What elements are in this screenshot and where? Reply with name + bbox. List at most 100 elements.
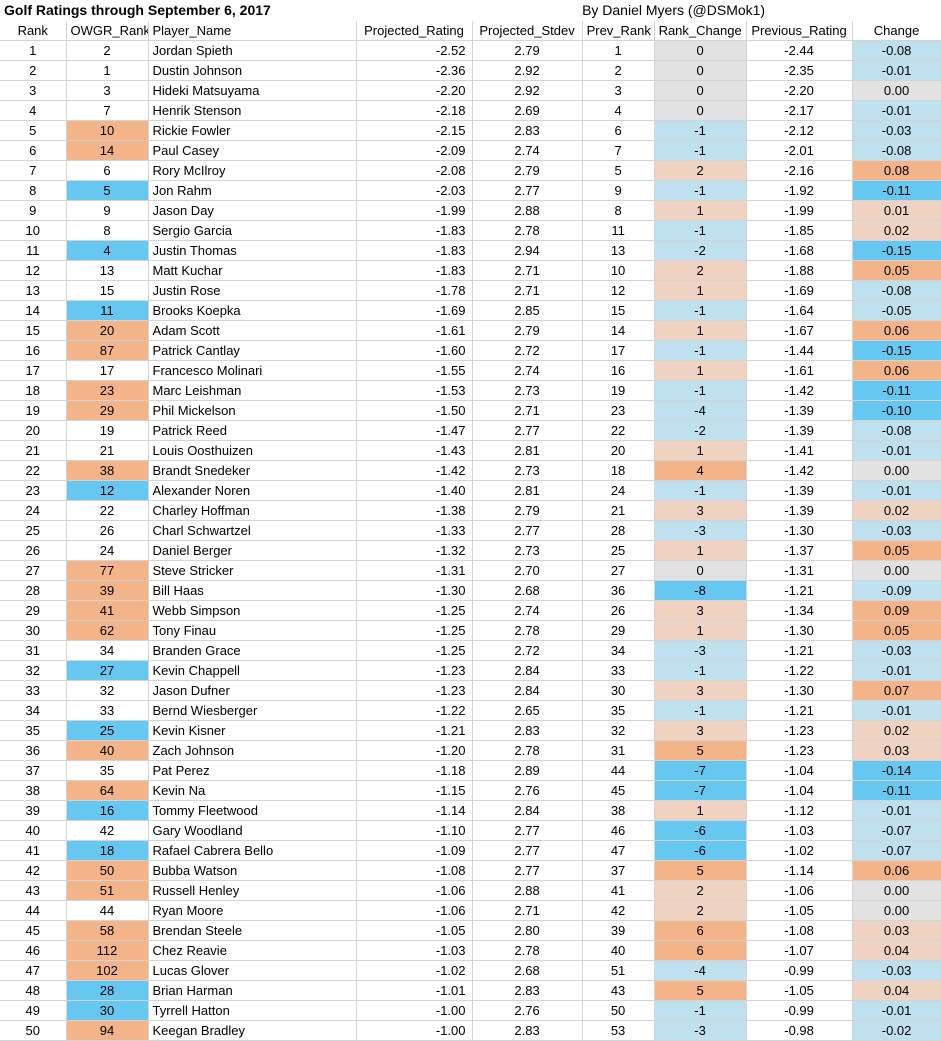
cell-rank[interactable]: 43 [0,880,67,901]
cell-rank[interactable]: 44 [0,900,67,921]
cell-rank[interactable]: 47 [0,960,67,981]
cell-change[interactable]: -0.15 [852,240,941,261]
cell-change[interactable]: 0.00 [852,880,941,901]
cell-change[interactable]: 0.03 [852,740,941,761]
cell-rank[interactable]: 1 [0,40,67,61]
cell-player-name[interactable]: Marc Leishman [148,380,357,401]
cell-projected-rating[interactable]: -1.60 [356,340,473,361]
cell-change[interactable]: 0.05 [852,260,941,281]
cell-projected-stdev[interactable]: 2.89 [472,760,583,781]
cell-previous-rating[interactable]: -1.12 [746,800,853,821]
cell-previous-rating[interactable]: -1.39 [746,400,853,421]
cell-rank-change[interactable]: 3 [654,720,747,741]
cell-change[interactable]: -0.11 [852,780,941,801]
cell-owgr-rank[interactable]: 24 [66,540,149,561]
cell-previous-rating[interactable]: -1.08 [746,920,853,941]
cell-prev-rank[interactable]: 24 [582,480,655,501]
cell-rank-change[interactable]: -7 [654,760,747,781]
cell-rank-change[interactable]: 1 [654,320,747,341]
cell-projected-stdev[interactable]: 2.92 [472,80,583,101]
cell-prev-rank[interactable]: 31 [582,740,655,761]
cell-rank-change[interactable]: 0 [654,80,747,101]
cell-projected-rating[interactable]: -1.33 [356,520,473,541]
cell-owgr-rank[interactable]: 112 [66,940,149,961]
cell-prev-rank[interactable]: 35 [582,700,655,721]
cell-player-name[interactable]: Dustin Johnson [148,60,357,81]
cell-player-name[interactable]: Russell Henley [148,880,357,901]
cell-previous-rating[interactable]: -2.44 [746,40,853,61]
cell-rank[interactable]: 15 [0,320,67,341]
cell-rank-change[interactable]: -1 [654,300,747,321]
cell-change[interactable]: -0.02 [852,1020,941,1041]
cell-player-name[interactable]: Bernd Wiesberger [148,700,357,721]
cell-owgr-rank[interactable]: 41 [66,600,149,621]
cell-prev-rank[interactable]: 1 [582,40,655,61]
cell-projected-stdev[interactable]: 2.78 [472,740,583,761]
cell-change[interactable]: 0.03 [852,920,941,941]
cell-previous-rating[interactable]: -1.64 [746,300,853,321]
cell-rank-change[interactable]: -8 [654,580,747,601]
header-player-name[interactable]: Player_Name [148,21,357,41]
cell-prev-rank[interactable]: 27 [582,560,655,581]
cell-rank[interactable]: 28 [0,580,67,601]
cell-change[interactable]: 0.08 [852,160,941,181]
cell-projected-rating[interactable]: -2.09 [356,140,473,161]
cell-owgr-rank[interactable]: 87 [66,340,149,361]
cell-projected-stdev[interactable]: 2.81 [472,480,583,501]
cell-change[interactable]: -0.01 [852,800,941,821]
cell-projected-stdev[interactable]: 2.77 [472,180,583,201]
cell-rank[interactable]: 17 [0,360,67,381]
cell-previous-rating[interactable]: -1.39 [746,420,853,441]
cell-prev-rank[interactable]: 29 [582,620,655,641]
cell-projected-rating[interactable]: -1.05 [356,920,473,941]
cell-owgr-rank[interactable]: 16 [66,800,149,821]
cell-owgr-rank[interactable]: 64 [66,780,149,801]
cell-change[interactable]: -0.08 [852,280,941,301]
cell-projected-stdev[interactable]: 2.65 [472,700,583,721]
cell-player-name[interactable]: Bill Haas [148,580,357,601]
cell-prev-rank[interactable]: 41 [582,880,655,901]
cell-projected-rating[interactable]: -1.32 [356,540,473,561]
cell-player-name[interactable]: Brendan Steele [148,920,357,941]
cell-previous-rating[interactable]: -1.34 [746,600,853,621]
cell-player-name[interactable]: Paul Casey [148,140,357,161]
cell-rank[interactable]: 8 [0,180,67,201]
cell-rank-change[interactable]: -1 [654,120,747,141]
cell-rank[interactable]: 50 [0,1020,67,1041]
cell-change[interactable]: -0.05 [852,300,941,321]
cell-projected-stdev[interactable]: 2.77 [472,840,583,861]
cell-owgr-rank[interactable]: 7 [66,100,149,121]
cell-prev-rank[interactable]: 53 [582,1020,655,1041]
cell-previous-rating[interactable]: -1.07 [746,940,853,961]
cell-projected-stdev[interactable]: 2.88 [472,880,583,901]
cell-player-name[interactable]: Tony Finau [148,620,357,641]
cell-rank[interactable]: 7 [0,160,67,181]
cell-projected-stdev[interactable]: 2.73 [472,540,583,561]
cell-rank[interactable]: 11 [0,240,67,261]
cell-player-name[interactable]: Kevin Na [148,780,357,801]
cell-previous-rating[interactable]: -2.35 [746,60,853,81]
cell-projected-stdev[interactable]: 2.92 [472,60,583,81]
cell-player-name[interactable]: Hideki Matsuyama [148,80,357,101]
cell-prev-rank[interactable]: 5 [582,160,655,181]
cell-rank[interactable]: 29 [0,600,67,621]
cell-owgr-rank[interactable]: 23 [66,380,149,401]
cell-player-name[interactable]: Branden Grace [148,640,357,661]
cell-previous-rating[interactable]: -2.16 [746,160,853,181]
cell-rank[interactable]: 32 [0,660,67,681]
cell-prev-rank[interactable]: 39 [582,920,655,941]
cell-prev-rank[interactable]: 28 [582,520,655,541]
cell-prev-rank[interactable]: 4 [582,100,655,121]
cell-rank[interactable]: 19 [0,400,67,421]
header-rank[interactable]: Rank [0,21,67,41]
cell-projected-rating[interactable]: -1.14 [356,800,473,821]
cell-rank[interactable]: 42 [0,860,67,881]
cell-change[interactable]: 0.05 [852,540,941,561]
cell-prev-rank[interactable]: 18 [582,460,655,481]
cell-rank[interactable]: 21 [0,440,67,461]
cell-prev-rank[interactable]: 3 [582,80,655,101]
cell-change[interactable]: -0.01 [852,60,941,81]
cell-prev-rank[interactable]: 42 [582,900,655,921]
cell-projected-stdev[interactable]: 2.77 [472,520,583,541]
cell-rank[interactable]: 9 [0,200,67,221]
